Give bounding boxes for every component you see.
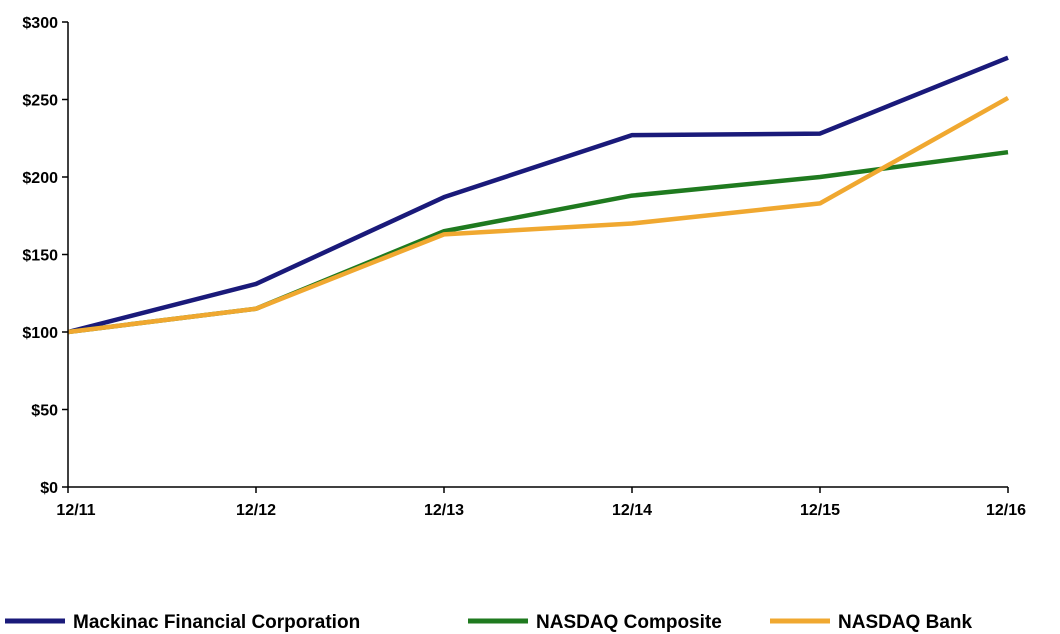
legend-label: Mackinac Financial Corporation (73, 612, 360, 633)
legend: Mackinac Financial Corporation NASDAQ Com… (5, 612, 973, 633)
x-axis-ticks: 12/11 12/12 12/13 12/14 12/15 12/16 (56, 487, 1026, 519)
y-tick-label: $100 (22, 325, 58, 342)
x-tick-label: 12/15 (800, 502, 840, 519)
y-axis-ticks: $0 $50 $100 $150 $200 $250 $300 (22, 15, 68, 497)
y-tick-label: $300 (22, 15, 58, 32)
y-tick-label: $50 (31, 403, 58, 420)
x-tick-label: 12/11 (56, 502, 95, 519)
y-tick-label: $200 (22, 170, 58, 187)
series-line-0 (67, 55, 1009, 335)
x-tick-label: 12/16 (986, 502, 1026, 519)
x-tick-label: 12/13 (424, 502, 464, 519)
legend-label: NASDAQ Composite (536, 612, 722, 633)
legend-label: NASDAQ Bank (838, 612, 973, 633)
x-tick-label: 12/12 (236, 502, 276, 519)
y-tick-label: $250 (22, 93, 58, 110)
x-tick-label: 12/14 (612, 502, 652, 519)
y-tick-label: $0 (40, 480, 58, 497)
series-line-2 (67, 95, 1010, 335)
y-tick-label: $150 (22, 248, 58, 265)
plot-lines (67, 55, 1010, 335)
